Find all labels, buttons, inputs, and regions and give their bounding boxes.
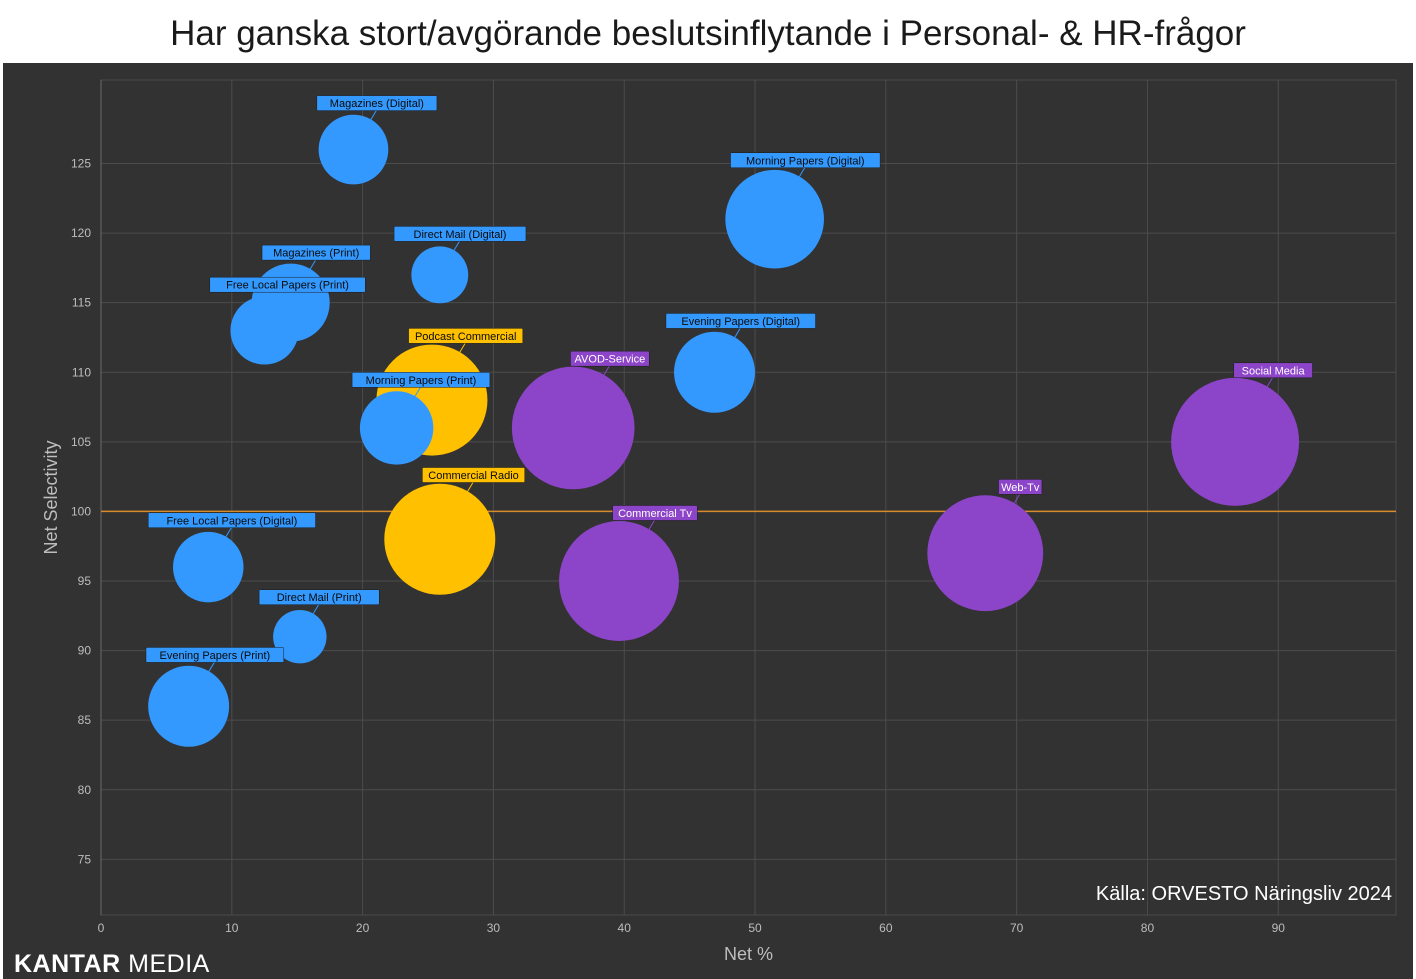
bubble [927,495,1044,612]
data-label-box [730,152,881,169]
label-leader-line [312,603,320,614]
data-label: Magazines (Print) [273,248,359,260]
data-label: Podcast Commercial [415,331,516,343]
y-tick-label: 120 [71,226,91,240]
data-label-box [393,226,527,242]
y-tick-label: 85 [78,713,92,727]
data-label-box [261,244,371,261]
bubble [1171,377,1300,506]
x-tick-label: 60 [879,921,893,935]
page-title: Har ganska stort/avgörande beslutsinflyt… [170,14,1246,53]
label-leader-line [459,342,467,353]
data-label: AVOD-Service [575,354,646,366]
data-label: Evening Papers (Print) [160,650,271,662]
data-label: Direct Mail (Print) [277,592,362,604]
x-tick-label: 50 [748,921,762,935]
y-tick-label: 75 [78,852,92,866]
data-label-box [998,479,1043,495]
label-leader-line [1266,376,1274,388]
label-leader-line [309,258,317,270]
data-label-box [422,467,525,483]
bubble [173,531,244,603]
bubble [559,521,679,641]
y-tick-label: 125 [71,157,91,171]
label-leader-line [1013,493,1021,504]
y-tick-label: 90 [78,644,92,658]
bubble [725,169,824,269]
y-tick-label: 115 [72,296,91,310]
x-axis-label: Net % [724,944,773,964]
bubble [318,114,389,185]
x-tick-label: 70 [1010,921,1024,935]
data-label-box [316,95,438,111]
data-label: Social Media [1242,365,1306,377]
data-label-box [258,589,380,605]
y-tick-label: 80 [78,783,92,797]
data-label: Morning Papers (Digital) [746,155,865,167]
x-tick-label: 90 [1272,921,1286,935]
label-leader-line [603,364,611,376]
label-leader-line [414,386,422,397]
data-label-box [147,512,316,529]
label-leader-line [798,166,806,178]
label-leader-line [370,109,378,120]
bubble [359,391,434,465]
data-label: Web-Tv [1001,482,1040,494]
y-tick-label: 105 [71,435,91,449]
x-tick-label: 30 [487,921,501,935]
x-tick-label: 0 [98,921,105,935]
bubble [148,665,230,747]
data-label-box [612,505,698,521]
data-label-box [1233,362,1313,379]
x-tick-label: 20 [356,921,370,935]
y-axis-label: Net Selectivity [41,440,61,554]
data-label-box [145,647,285,663]
label-leader-line [208,661,216,672]
x-tick-label: 80 [1141,921,1155,935]
label-leader-line [734,327,742,338]
y-tick-label: 100 [71,504,91,518]
bubble [384,483,496,595]
data-label: Commercial Radio [428,470,518,482]
data-label: Free Local Papers (Digital) [166,515,297,527]
label-leader-line [467,481,474,492]
bubble [674,331,755,413]
y-tick-label: 95 [78,574,92,588]
x-tick-label: 40 [618,921,632,935]
label-leader-line [648,519,656,530]
data-label-box [408,328,524,344]
data-label: Morning Papers (Print) [366,375,477,387]
source-note: Källa: ORVESTO Näringsliv 2024 [1095,883,1392,905]
bubble [273,609,327,664]
data-label-box [570,350,650,367]
brand-bold: KANTAR [14,950,121,978]
label-leader-line [281,290,288,302]
data-label: Evening Papers (Digital) [681,316,800,328]
data-label: Magazines (Digital) [330,98,424,110]
data-label: Free Local Papers (Print) [226,280,349,292]
data-label: Direct Mail (Digital) [414,229,507,241]
brand-light: MEDIA [128,950,210,978]
kantar-media-logo: KANTAR MEDIA [14,950,210,979]
bubble [411,246,469,304]
label-leader-line [225,526,233,538]
y-tick-label: 110 [72,365,91,379]
bubble [511,366,635,490]
bubble [230,296,299,365]
data-label-box [209,276,366,293]
label-leader-line [453,240,461,251]
data-label-box [351,372,491,388]
data-label: Commercial Tv [618,508,692,520]
x-tick-label: 10 [225,921,239,935]
data-label-box [665,313,816,329]
